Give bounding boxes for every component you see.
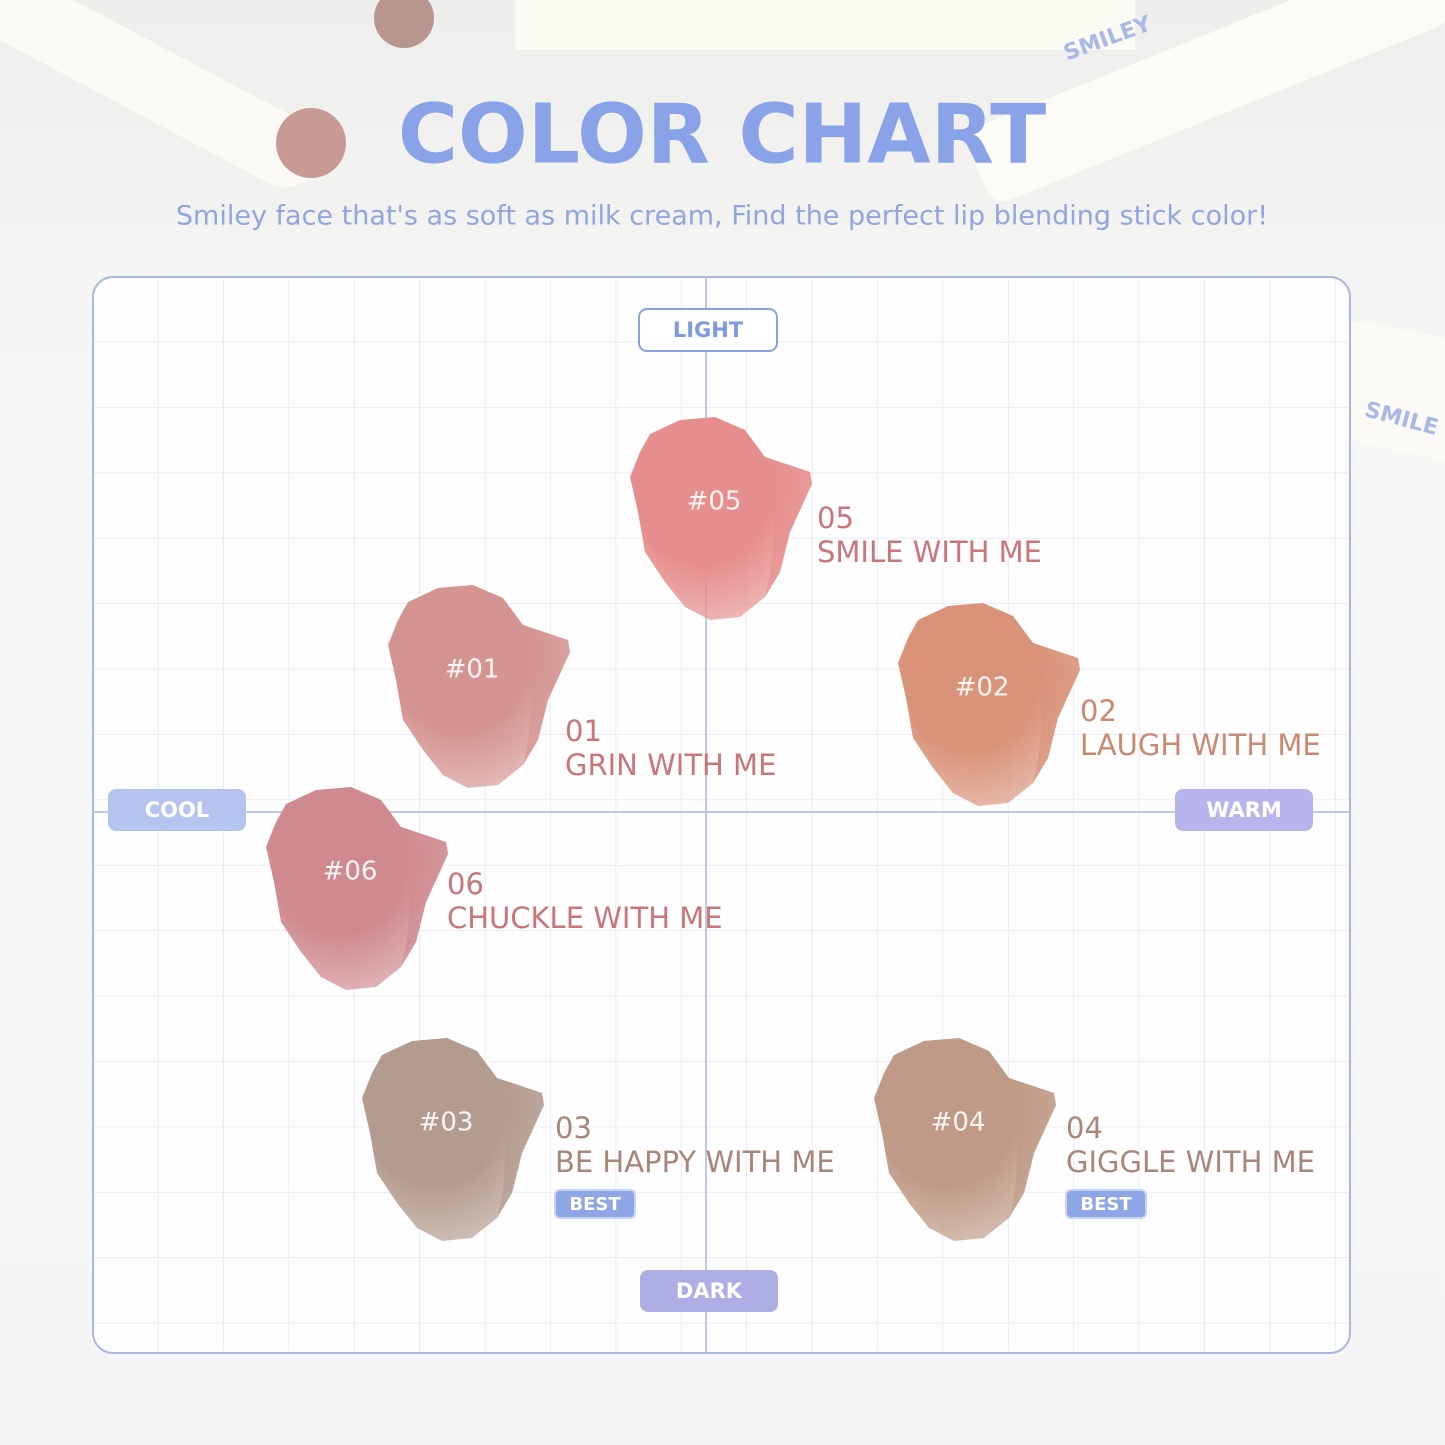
swatch: #02: [898, 603, 1080, 806]
swatch: #03: [362, 1038, 544, 1241]
swatch-code: #04: [931, 1108, 986, 1138]
decor-sticks: [0, 0, 1445, 473]
swatch-fold: [1033, 643, 1080, 783]
swatch-fold: [523, 625, 570, 765]
swatch-blob: [266, 787, 448, 990]
axis-label: LIGHT: [673, 318, 744, 342]
swatch-code: #06: [323, 857, 378, 887]
axis-label-warm: WARM: [1175, 789, 1313, 831]
swatch-fold: [497, 1078, 544, 1218]
swatch-fold: [1009, 1078, 1056, 1218]
swatch: #04: [874, 1038, 1056, 1241]
shade-number: 02: [1080, 694, 1117, 728]
shade-number: 04: [1066, 1111, 1103, 1145]
shade-name: LAUGH WITH ME: [1080, 728, 1321, 762]
badge-box: [554, 1189, 636, 1219]
swatch-blob: [898, 603, 1080, 806]
axis-label: WARM: [1206, 798, 1282, 822]
axis-label-dark: DARK: [640, 1270, 778, 1312]
shade-name: CHUCKLE WITH ME: [447, 901, 723, 935]
shade-number: 05: [817, 501, 854, 535]
swatch-blob: [630, 417, 812, 620]
swatch-code: #01: [445, 655, 500, 685]
swatch-code: #02: [955, 673, 1010, 703]
shade-number: 03: [555, 1111, 592, 1145]
badge: BEST: [569, 1194, 621, 1215]
shade-name: GIGGLE WITH ME: [1066, 1145, 1315, 1179]
swatch: #01: [388, 585, 570, 788]
title: COLOR CHART: [398, 87, 1046, 182]
badge: BEST: [1080, 1194, 1132, 1215]
shade-number: 01: [565, 714, 602, 748]
shade-name: SMILE WITH ME: [817, 535, 1042, 569]
axis-label: COOL: [145, 798, 210, 822]
shade-name: GRIN WITH ME: [565, 748, 776, 782]
swatch-blob: [874, 1038, 1056, 1241]
swatch: #06: [266, 787, 448, 990]
swatch-code: #05: [687, 487, 742, 517]
shade-name: BE HAPPY WITH ME: [555, 1145, 835, 1179]
swatch-fold: [765, 457, 812, 597]
swatch: #05: [630, 417, 812, 620]
badge-box: [1065, 1189, 1147, 1219]
swatch-code: #03: [419, 1108, 474, 1138]
axis-label-light: LIGHT: [638, 308, 778, 352]
swatch-blob: [388, 585, 570, 788]
swatch-fold: [401, 827, 448, 967]
subtitle: Smiley face that's as soft as milk cream…: [176, 201, 1268, 232]
shade-number: 06: [447, 867, 484, 901]
axis-label: DARK: [676, 1279, 743, 1303]
swatch-blob: [362, 1038, 544, 1241]
axis-label-cool: COOL: [108, 789, 246, 831]
